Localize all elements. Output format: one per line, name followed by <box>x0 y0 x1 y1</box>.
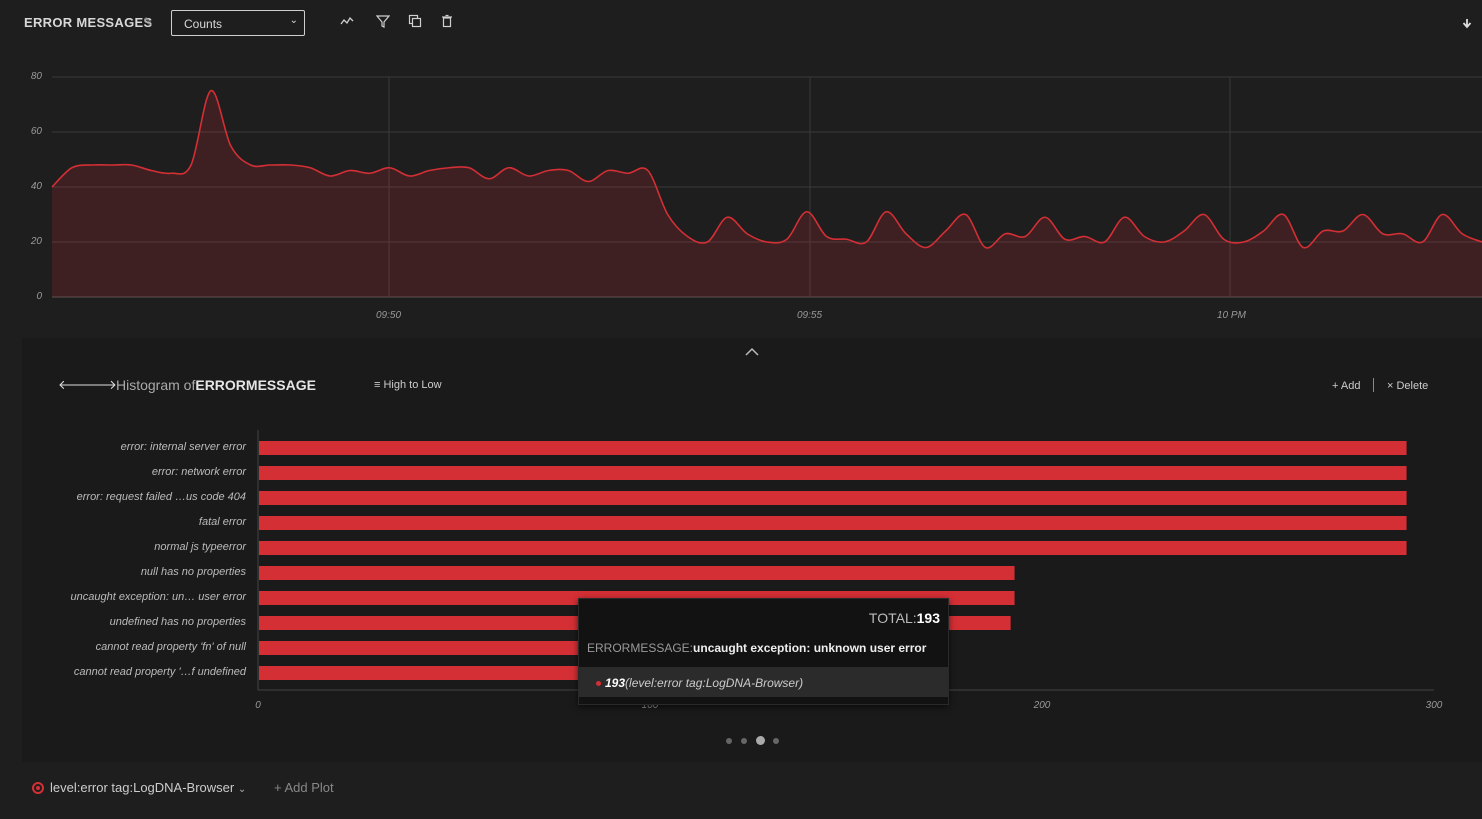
series-line[interactable] <box>51 89 1482 249</box>
sort-button[interactable]: ≡ High to Low <box>374 379 442 391</box>
category-label: cannot read property '…f undefined <box>73 666 246 678</box>
histogram-title: Histogram ofERRORMESSAGE <box>116 377 316 393</box>
x-tick-label: 0 <box>255 700 261 711</box>
arrow-right-icon[interactable]: 🡒 <box>82 377 117 392</box>
page-dot[interactable] <box>726 738 732 744</box>
category-label: normal js typeerror <box>154 541 246 553</box>
histogram-bar[interactable] <box>259 516 1407 530</box>
y-tick-label: 60 <box>30 126 42 137</box>
tooltip-total-label: TOTAL: <box>868 610 917 626</box>
x-tick-label: 10 PM <box>1217 310 1246 321</box>
tooltip-series-row: 193(level:error tag:LogDNA-Browser) <box>579 667 948 697</box>
histogram-bar[interactable] <box>259 466 1407 480</box>
chevron-down-icon: ⌄ <box>237 784 247 795</box>
y-tick-label: 40 <box>30 181 42 192</box>
add-button[interactable]: + Add <box>1332 380 1361 392</box>
histogram-bar[interactable] <box>259 541 1407 555</box>
category-label: error: network error <box>151 466 246 478</box>
series-area <box>52 90 1482 297</box>
histogram-bar[interactable] <box>259 566 1015 580</box>
tooltip-field-label: ERRORMESSAGE: <box>587 641 694 655</box>
category-label: uncaught exception: un… user error <box>70 591 247 603</box>
metric-select[interactable]: Counts ⌄ <box>171 10 305 36</box>
tooltip-field-value: uncaught exception: unknown user error <box>693 641 927 655</box>
series-label: level:error tag:LogDNA-Browser <box>50 780 235 795</box>
metric-select-value: Counts <box>184 17 223 31</box>
x-tick-label: 200 <box>1033 700 1051 711</box>
edit-title-icon[interactable]: ✎ <box>143 15 154 29</box>
sort-label: High to Low <box>383 379 442 391</box>
page-dot-active[interactable] <box>756 736 765 745</box>
category-label: fatal error <box>198 516 246 528</box>
tooltip-total: TOTAL:193 <box>869 610 940 626</box>
category-label: error: request failed …us code 404 <box>76 491 246 503</box>
series-color-icon <box>32 782 44 794</box>
page-dot[interactable] <box>773 738 779 744</box>
trash-icon[interactable] <box>437 14 457 34</box>
category-label: null has no properties <box>140 566 246 578</box>
histogram-bar[interactable] <box>259 666 635 680</box>
collapse-icon[interactable] <box>745 346 759 360</box>
x-tick-label: 09:50 <box>376 310 402 321</box>
tooltip-series-value: 193 <box>605 676 626 690</box>
filter-icon[interactable] <box>373 14 393 34</box>
histogram-bar[interactable] <box>259 641 635 655</box>
divider <box>1373 378 1374 392</box>
tooltip-field: ERRORMESSAGE:uncaught exception: unknown… <box>587 641 926 655</box>
hover-tooltip: TOTAL:193 ERRORMESSAGE:uncaught exceptio… <box>578 598 949 705</box>
histogram-chart[interactable]: 0 100 200 300 <box>0 420 1482 720</box>
histogram-title-field: ERRORMESSAGE <box>195 377 316 393</box>
x-tick-label: 300 <box>1426 700 1443 711</box>
histogram-bar[interactable] <box>259 491 1407 505</box>
y-tick-label: 0 <box>36 291 42 302</box>
histogram-title-prefix: Histogram of <box>116 377 196 393</box>
download-icon[interactable] <box>1462 18 1472 33</box>
chart-title: ERROR MESSAGES <box>24 15 153 30</box>
line-chart-icon[interactable] <box>337 14 357 34</box>
tooltip-total-value: 193 <box>916 610 940 626</box>
sort-icon: ≡ <box>374 379 381 391</box>
delete-button[interactable]: × Delete <box>1387 380 1429 392</box>
y-tick-label: 20 <box>30 236 42 247</box>
x-tick-label: 100 <box>642 700 659 711</box>
series-selector[interactable]: level:error tag:LogDNA-Browser ⌄ <box>50 780 246 795</box>
category-label: error: internal server error <box>120 441 246 453</box>
add-plot-button[interactable]: + Add Plot <box>274 780 334 795</box>
duplicate-icon[interactable] <box>405 14 425 34</box>
arrow-left-icon[interactable]: 🡐 <box>58 377 93 392</box>
category-label: undefined has no properties <box>109 616 246 628</box>
series-color-dot <box>596 681 601 686</box>
chevron-down-icon: ⌄ <box>289 15 298 26</box>
page-dot[interactable] <box>741 738 747 744</box>
histogram-bar[interactable] <box>259 441 1407 455</box>
timeseries-chart[interactable] <box>0 0 1482 330</box>
y-tick-label: 80 <box>30 71 42 82</box>
category-label: cannot read property 'fn' of null <box>95 641 246 653</box>
tooltip-series-label: (level:error tag:LogDNA-Browser) <box>625 676 804 690</box>
x-tick-label: 09:55 <box>797 310 823 321</box>
